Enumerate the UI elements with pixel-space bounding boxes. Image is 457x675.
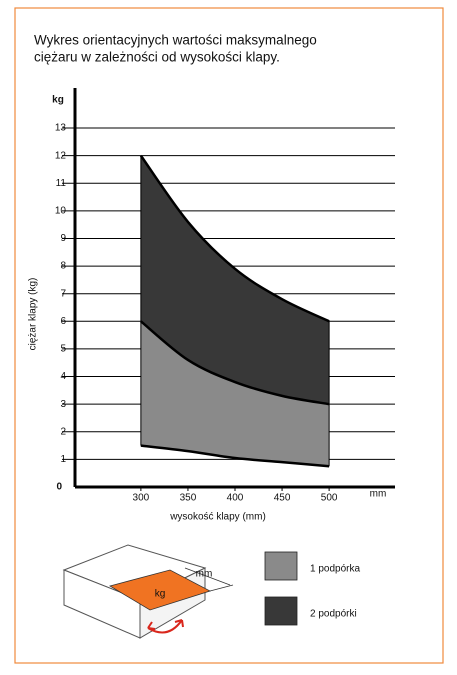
y-unit: kg bbox=[52, 95, 64, 106]
x-unit: mm bbox=[370, 489, 387, 500]
y-tick-label: 11 bbox=[56, 178, 67, 189]
diagram-height-label: mm bbox=[196, 569, 213, 580]
x-tick-label: 400 bbox=[227, 493, 244, 504]
x-tick-label: 450 bbox=[274, 493, 291, 504]
legend-swatch bbox=[264, 551, 298, 581]
x-tick-label: 500 bbox=[321, 493, 338, 504]
y-axis-label: ciężar klapy (kg) bbox=[28, 278, 39, 351]
legend-swatch bbox=[264, 596, 298, 626]
range-band bbox=[140, 321, 330, 467]
x-axis-label: wysokość klapy (mm) bbox=[169, 512, 266, 523]
boundary-line bbox=[140, 320, 330, 406]
chart-title: ciężaru w zależności od wysokości klapy. bbox=[34, 50, 280, 65]
y-tick-label: 0 bbox=[56, 482, 62, 493]
chart-title: Wykres orientacyjnych wartości maksymaln… bbox=[34, 33, 317, 48]
x-tick-label: 350 bbox=[180, 493, 197, 504]
range-band bbox=[140, 155, 330, 405]
frame bbox=[14, 7, 444, 664]
x-tick-label: 300 bbox=[133, 493, 150, 504]
legend-label: 1 podpórka bbox=[310, 564, 360, 575]
diagram-load-label: kg bbox=[155, 589, 166, 600]
y-tick-label: 13 bbox=[55, 123, 67, 134]
diagram: kg mm bbox=[62, 544, 234, 639]
y-tick-label: 10 bbox=[55, 205, 67, 216]
boundary-line bbox=[139, 154, 330, 323]
boundary-line bbox=[140, 444, 330, 468]
y-tick-label: 12 bbox=[55, 150, 67, 161]
legend-label: 2 podpórki bbox=[310, 609, 357, 620]
